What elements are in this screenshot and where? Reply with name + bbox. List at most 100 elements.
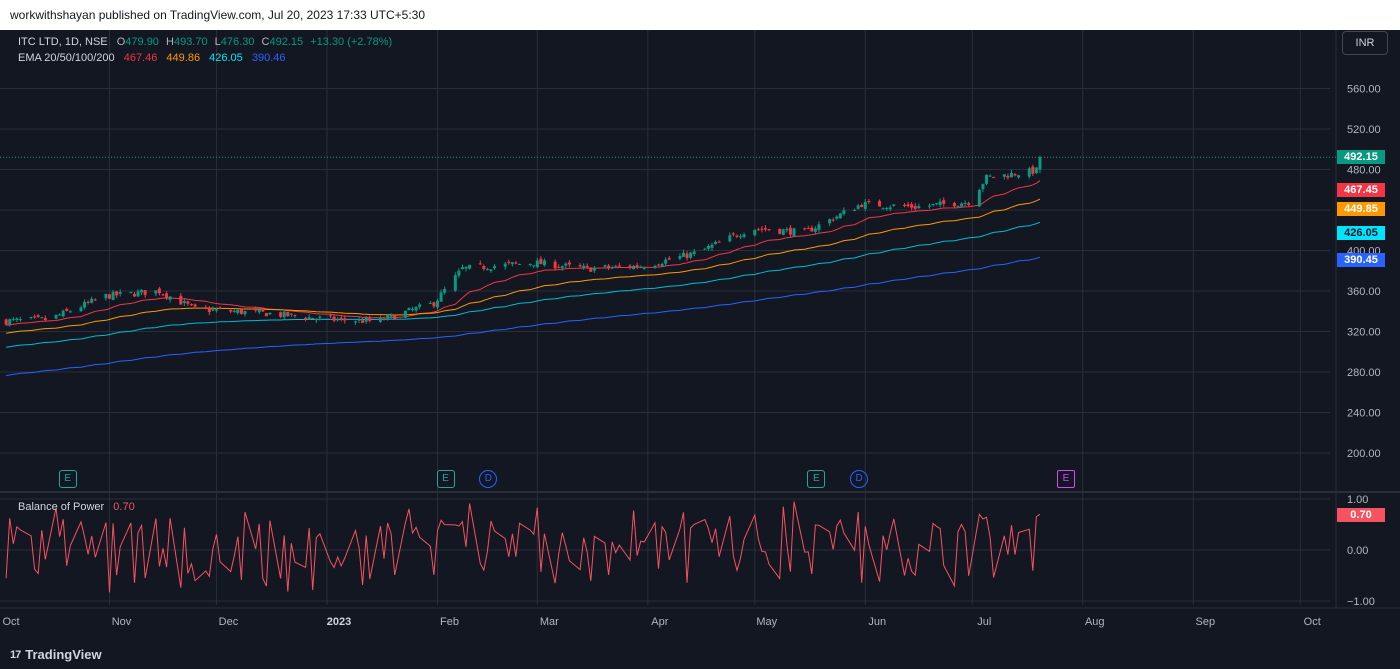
ema-legend[interactable]: EMA 20/50/100/200 467.46 449.86 426.05 3… — [18, 52, 286, 64]
candle-up — [703, 248, 707, 250]
candle-down — [393, 315, 397, 320]
bop-tick-label: 1.00 — [1347, 494, 1368, 506]
candle-up — [592, 267, 596, 271]
candle-up — [364, 317, 368, 322]
candle-up — [785, 229, 789, 231]
candle-up — [885, 208, 889, 210]
candle-up — [443, 288, 447, 293]
candle-up — [140, 289, 144, 293]
candle-up — [739, 236, 743, 238]
price-tag: 449.85 — [1337, 202, 1385, 217]
candle-up — [289, 313, 293, 315]
price-tag: 492.15 — [1337, 150, 1385, 165]
candle-up — [888, 207, 892, 210]
candle-up — [542, 260, 546, 266]
candle-down — [264, 313, 268, 317]
low-value: 476.30 — [220, 36, 255, 48]
dividend-marker[interactable]: D — [850, 470, 869, 488]
time-tick-label: Feb — [440, 616, 459, 628]
candle-down — [788, 227, 792, 235]
candle-up — [610, 267, 614, 269]
candle-down — [161, 294, 165, 296]
candle-down — [607, 265, 611, 268]
candle-down — [778, 228, 782, 234]
candle-down — [806, 228, 810, 230]
candle-down — [553, 261, 557, 269]
candle-up — [29, 317, 33, 319]
symbol-legend[interactable]: ITC LTD, 1D, NSE O479.90 H493.70 L476.30… — [18, 36, 392, 48]
candle-up — [168, 296, 172, 300]
candle-down — [343, 318, 347, 321]
open-value: 479.90 — [125, 36, 159, 48]
candle-down — [617, 265, 621, 267]
candle-up — [977, 189, 981, 207]
candle-up — [664, 259, 668, 264]
time-tick-label: Nov — [112, 616, 132, 628]
candle-down — [810, 227, 814, 232]
candle-up — [1017, 175, 1021, 178]
candle-up — [154, 290, 158, 294]
candle-up — [314, 318, 318, 321]
candle-up — [460, 267, 464, 270]
candle-up — [357, 319, 361, 321]
candle-up — [418, 304, 422, 307]
candle-up — [79, 307, 83, 312]
earnings-marker[interactable]: E — [807, 470, 826, 488]
candle-up — [414, 307, 418, 311]
chart-canvas[interactable]: 200.00240.00280.00320.00360.00400.00440.… — [0, 30, 1400, 638]
candle-up — [988, 175, 992, 177]
candle-up — [639, 266, 643, 268]
candle-down — [218, 307, 222, 309]
price-tag: 426.05 — [1337, 226, 1385, 241]
candle-up — [692, 251, 696, 254]
candle-up — [881, 207, 885, 209]
low-label: L — [214, 36, 221, 48]
earnings-marker[interactable]: E — [436, 470, 455, 488]
candle-up — [40, 317, 44, 319]
candle-down — [204, 307, 208, 309]
dividend-marker[interactable]: D — [479, 470, 498, 488]
candle-up — [457, 270, 461, 276]
candle-down — [279, 312, 283, 317]
candle-down — [482, 265, 486, 270]
candle-up — [136, 291, 140, 297]
candle-down — [803, 228, 807, 230]
candle-down — [756, 229, 760, 231]
candle-down — [760, 228, 764, 230]
candle-up — [61, 310, 65, 317]
candle-down — [942, 200, 946, 204]
candle-up — [111, 291, 115, 300]
candle-down — [193, 304, 197, 307]
candle-down — [860, 204, 864, 207]
candle-up — [856, 205, 860, 209]
bop-legend[interactable]: Balance of Power 0.70 — [18, 501, 135, 513]
candle-up — [18, 319, 22, 321]
candle-down — [1031, 166, 1035, 174]
candle-up — [90, 298, 94, 303]
candle-up — [485, 269, 489, 271]
price-tick-label: 520.00 — [1347, 124, 1381, 136]
candle-down — [557, 266, 561, 268]
candle-up — [1034, 167, 1038, 174]
candle-up — [535, 260, 539, 268]
candle-down — [329, 315, 333, 317]
candle-up — [963, 202, 967, 204]
candle-up — [268, 312, 272, 315]
candle-down — [585, 265, 589, 267]
candle-up — [714, 241, 718, 245]
currency-button[interactable]: INR — [1342, 31, 1388, 55]
time-tick-label: May — [756, 616, 777, 628]
candle-up — [435, 300, 439, 308]
candle-down — [43, 318, 47, 321]
bop-tag: 0.70 — [1337, 508, 1385, 522]
earnings-marker[interactable]: E — [1056, 470, 1075, 488]
ema-label: EMA 20/50/100/200 — [18, 52, 115, 64]
candle-up — [853, 210, 857, 212]
tradingview-logo[interactable]: 17 TradingView — [10, 647, 102, 662]
earnings-marker[interactable]: E — [58, 470, 77, 488]
price-tag: 467.45 — [1337, 183, 1385, 198]
candle-up — [935, 203, 939, 205]
candle-up — [842, 210, 846, 215]
candle-down — [143, 290, 147, 296]
candle-up — [8, 319, 12, 325]
